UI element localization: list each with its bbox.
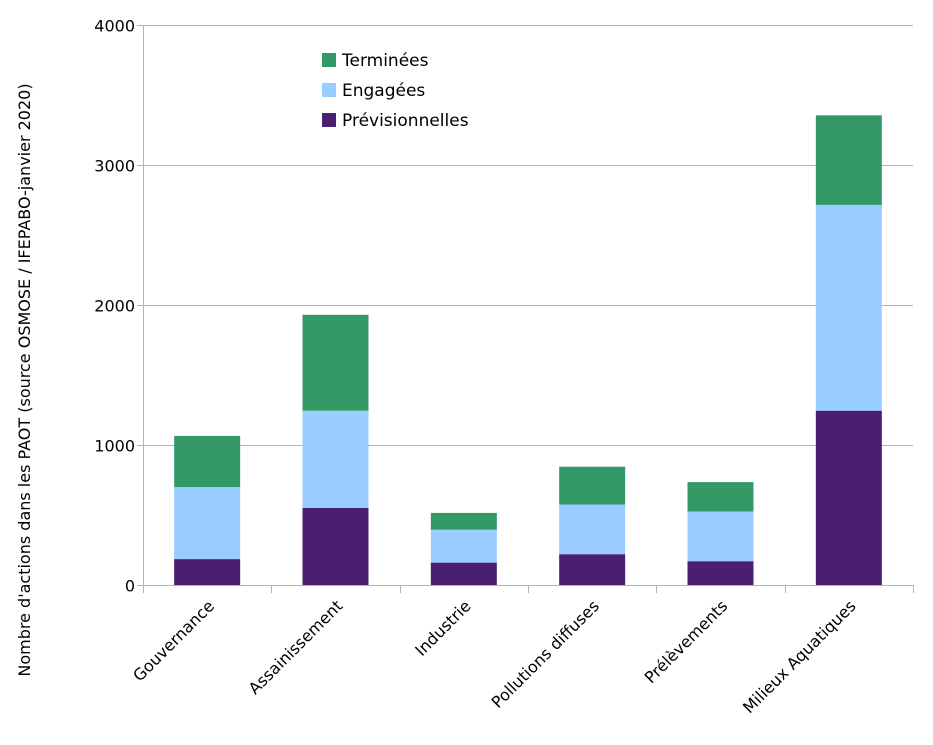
legend-swatch [322, 83, 336, 97]
legend-label: Terminées [341, 51, 429, 71]
bar-segment [302, 508, 369, 585]
legend-swatch [322, 53, 336, 67]
legend: Terminées Engagées Prévisionnelles [322, 51, 469, 131]
bar-segment [302, 410, 369, 508]
bar-segment [430, 562, 497, 585]
y-axis-label: Nombre d'actions dans les PAOT (source O… [15, 83, 34, 676]
bar-segment [559, 504, 626, 555]
axes [143, 25, 914, 593]
bar-segment [815, 115, 882, 205]
x-category-label: Pollutions diffuses [488, 596, 603, 711]
y-tick-labels: 0 1000 2000 3000 4000 [94, 17, 135, 596]
bar-segment [687, 511, 754, 562]
x-category-label: Milieux Aquatiques [739, 596, 860, 717]
bar-segment [430, 512, 497, 530]
bar-segment [559, 466, 626, 505]
bar-segment [430, 529, 497, 563]
y-tick-label: 3000 [94, 157, 135, 176]
bar-segment [815, 410, 882, 585]
bar-segment [174, 559, 241, 585]
y-tick-label: 4000 [94, 17, 135, 36]
bar-segment [302, 314, 369, 411]
y-tick-label: 0 [125, 577, 135, 596]
x-category-label: Prélèvements [641, 596, 732, 687]
y-tick-label: 2000 [94, 297, 135, 316]
x-category-label: Assainissement [245, 596, 347, 698]
legend-swatch [322, 113, 336, 127]
gridlines [137, 25, 913, 586]
bar-segment [174, 487, 241, 560]
x-category-label: Gouvernance [129, 596, 218, 685]
bars [174, 115, 882, 585]
x-category-label: Industrie [411, 596, 474, 659]
bar-segment [174, 435, 241, 487]
legend-label: Prévisionnelles [342, 111, 469, 131]
legend-label: Engagées [342, 81, 425, 101]
bar-segment [559, 554, 626, 585]
y-tick-label: 1000 [94, 437, 135, 456]
bar-segment [815, 204, 882, 411]
category-labels: Gouvernance Assainissement Industrie Pollut… [129, 596, 860, 717]
bar-segment [687, 482, 754, 512]
bar-segment [687, 561, 754, 585]
